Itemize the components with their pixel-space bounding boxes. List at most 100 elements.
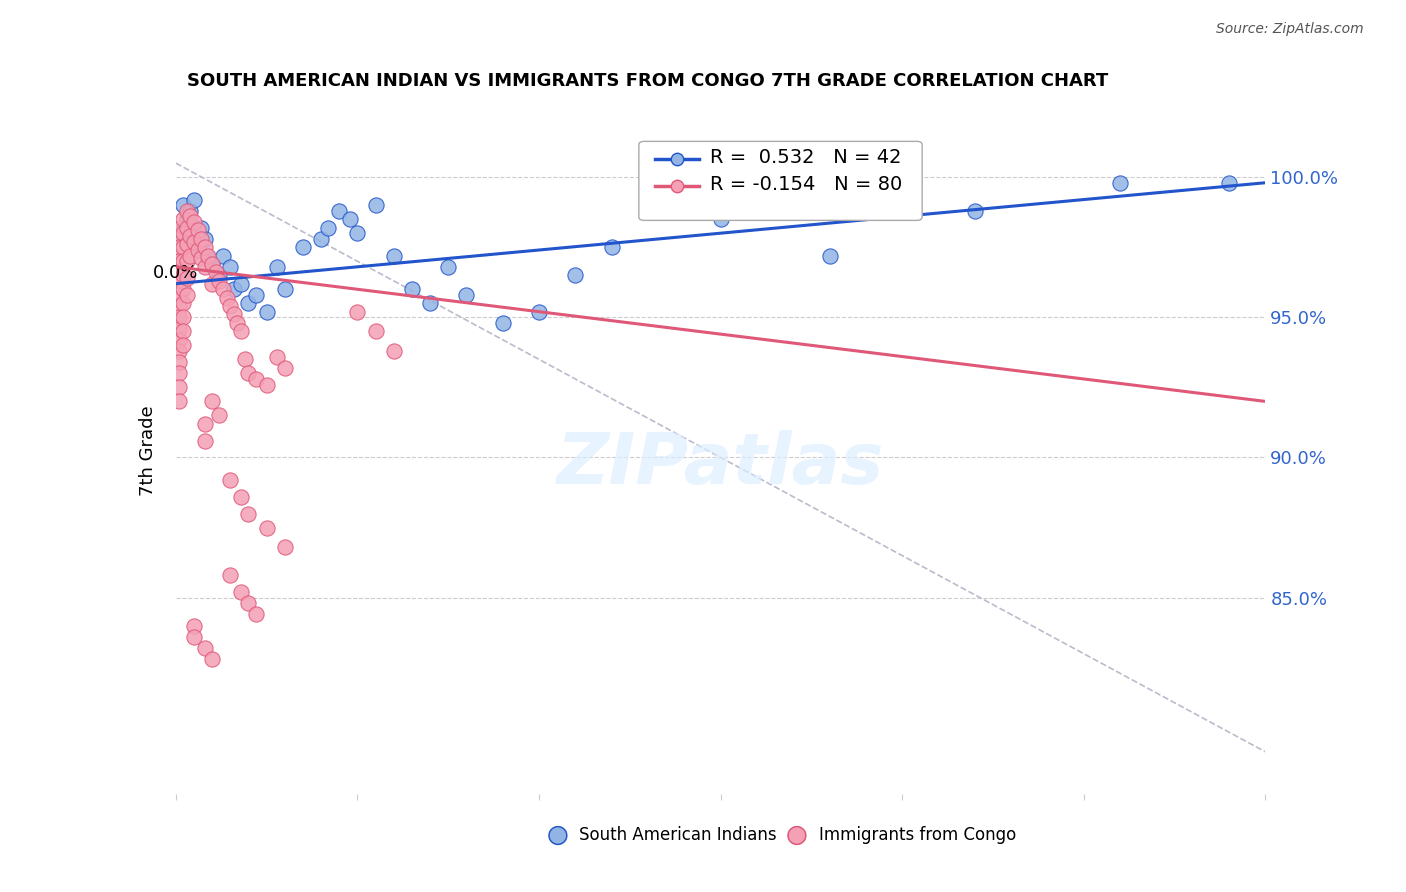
Point bbox=[219, 260, 242, 274]
Point bbox=[194, 232, 217, 246]
Text: SOUTH AMERICAN INDIAN VS IMMIGRANTS FROM CONGO 7TH GRADE CORRELATION CHART: SOUTH AMERICAN INDIAN VS IMMIGRANTS FROM… bbox=[187, 72, 1108, 90]
Text: ZIPatlas: ZIPatlas bbox=[557, 430, 884, 499]
Point bbox=[176, 271, 198, 285]
Text: ○: ○ bbox=[546, 823, 568, 847]
Point bbox=[364, 324, 387, 338]
Point bbox=[186, 243, 209, 257]
Point bbox=[194, 260, 217, 274]
Point bbox=[172, 324, 194, 338]
Point bbox=[238, 507, 260, 521]
Point bbox=[197, 252, 219, 266]
Point bbox=[169, 288, 191, 302]
Point bbox=[710, 212, 733, 227]
Point bbox=[169, 321, 191, 335]
Text: ●: ● bbox=[786, 823, 808, 847]
Point bbox=[212, 249, 235, 263]
Point bbox=[201, 394, 224, 409]
Point bbox=[382, 343, 405, 358]
Point bbox=[172, 254, 194, 268]
Text: South American Indians: South American Indians bbox=[579, 826, 776, 844]
Point bbox=[179, 249, 201, 263]
Point bbox=[197, 249, 219, 263]
Point bbox=[564, 268, 586, 283]
Point bbox=[309, 232, 332, 246]
Point bbox=[492, 316, 515, 330]
Text: R = -0.154   N = 80: R = -0.154 N = 80 bbox=[710, 175, 901, 194]
Point bbox=[963, 203, 986, 218]
Point bbox=[194, 417, 217, 431]
Point bbox=[201, 277, 224, 291]
Text: ○: ○ bbox=[786, 823, 808, 847]
Point bbox=[172, 226, 194, 240]
FancyBboxPatch shape bbox=[638, 141, 922, 220]
Point bbox=[169, 254, 191, 268]
Point bbox=[291, 240, 314, 254]
Point bbox=[190, 232, 212, 246]
Point bbox=[169, 380, 191, 394]
Point bbox=[346, 304, 368, 318]
Text: ●: ● bbox=[546, 823, 568, 847]
Point bbox=[274, 282, 297, 296]
Point bbox=[172, 240, 194, 254]
Point bbox=[176, 212, 198, 227]
Point bbox=[169, 310, 191, 325]
Point bbox=[183, 215, 205, 229]
Point bbox=[172, 296, 194, 310]
Point bbox=[183, 618, 205, 632]
Point bbox=[169, 265, 191, 279]
Point bbox=[186, 240, 209, 254]
Point bbox=[172, 310, 194, 325]
Point bbox=[169, 226, 191, 240]
Point bbox=[194, 434, 217, 448]
Point bbox=[245, 607, 267, 622]
Point bbox=[169, 240, 191, 254]
Point bbox=[245, 372, 267, 386]
Point bbox=[179, 229, 201, 244]
Point bbox=[201, 257, 224, 271]
Text: Source: ZipAtlas.com: Source: ZipAtlas.com bbox=[1216, 22, 1364, 37]
Point bbox=[176, 288, 198, 302]
Point bbox=[169, 355, 191, 369]
Point bbox=[204, 265, 226, 279]
Point bbox=[231, 277, 253, 291]
Point bbox=[194, 641, 217, 656]
Point bbox=[219, 473, 242, 487]
Point bbox=[215, 291, 238, 305]
Point bbox=[222, 282, 245, 296]
Point bbox=[208, 268, 231, 283]
Point bbox=[219, 299, 242, 313]
Point bbox=[169, 220, 191, 235]
Point bbox=[172, 268, 194, 283]
Point bbox=[183, 235, 205, 249]
Point bbox=[186, 223, 209, 237]
Point bbox=[208, 409, 231, 423]
Point bbox=[176, 237, 198, 252]
Point bbox=[339, 212, 361, 227]
Point bbox=[600, 240, 623, 254]
Point bbox=[266, 260, 288, 274]
Point bbox=[274, 360, 297, 375]
Point bbox=[238, 296, 260, 310]
Point bbox=[172, 198, 194, 212]
Point bbox=[176, 203, 198, 218]
Point bbox=[231, 585, 253, 599]
Point bbox=[1218, 176, 1240, 190]
Point bbox=[172, 338, 194, 352]
Point bbox=[328, 203, 350, 218]
Point bbox=[172, 282, 194, 296]
Point bbox=[238, 596, 260, 610]
Point bbox=[245, 288, 267, 302]
Point bbox=[266, 350, 288, 364]
Point bbox=[222, 308, 245, 322]
Point bbox=[169, 343, 191, 358]
Point bbox=[172, 212, 194, 227]
Point bbox=[382, 249, 405, 263]
Point bbox=[437, 260, 460, 274]
Point bbox=[183, 193, 205, 207]
Y-axis label: 7th Grade: 7th Grade bbox=[139, 405, 157, 496]
Point bbox=[318, 220, 340, 235]
Text: R =  0.532   N = 42: R = 0.532 N = 42 bbox=[710, 148, 901, 167]
Point bbox=[233, 352, 256, 367]
Point bbox=[169, 333, 191, 347]
Point bbox=[176, 254, 198, 268]
